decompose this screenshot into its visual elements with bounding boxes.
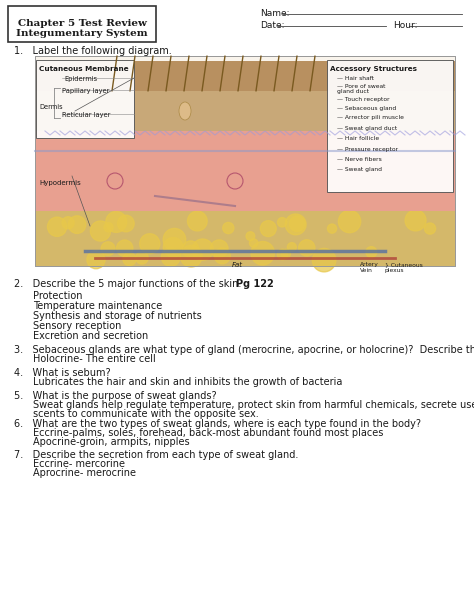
Text: 5.   What is the purpose of sweat glands?: 5. What is the purpose of sweat glands? [14,391,217,401]
Text: Accessory Structures: Accessory Structures [330,66,417,72]
Bar [35,131,455,211]
Circle shape [136,251,148,264]
Circle shape [249,239,258,247]
Circle shape [260,221,276,237]
Circle shape [47,217,67,237]
Text: Hypodermis: Hypodermis [39,180,81,186]
Text: Temperature maintenance: Temperature maintenance [33,301,162,311]
Text: 1.   Label the following diagram.: 1. Label the following diagram. [14,46,172,56]
Text: — Pressure receptor: — Pressure receptor [337,147,398,152]
Text: 3.   Sebaceous glands are what type of gland (merocrine, apocrine, or holocrine): 3. Sebaceous glands are what type of gla… [14,345,474,355]
Circle shape [312,248,336,272]
Text: Protection: Protection [33,291,82,301]
Bar [8,6,156,42]
Text: Lubricates the hair and skin and inhibits the growth of bacteria: Lubricates the hair and skin and inhibit… [33,377,342,387]
Text: — Sebaceous gland: — Sebaceous gland [337,106,396,111]
Text: Fat: Fat [231,262,243,268]
Circle shape [277,218,287,227]
Text: Chapter 5 Test Review: Chapter 5 Test Review [18,20,146,28]
Text: — Sweat gland: — Sweat gland [337,167,382,172]
Text: Papillary layer: Papillary layer [62,88,109,94]
Text: Dermis: Dermis [39,104,63,110]
Text: 7.   Describe the secretion from each type of sweat gland.: 7. Describe the secretion from each type… [14,450,298,460]
Bar [35,56,455,266]
Circle shape [338,210,361,233]
Text: Hour:: Hour: [393,21,418,31]
Text: — Hair shaft: — Hair shaft [337,76,374,81]
Circle shape [140,234,160,254]
Text: } Cutaneous
plexus: } Cutaneous plexus [385,262,423,273]
Text: Synthesis and storage of nutrients: Synthesis and storage of nutrients [33,311,202,321]
Text: — Pore of sweat
gland duct: — Pore of sweat gland duct [337,84,385,94]
Text: 6.   What are the two types of sweat glands, where is each type found in the bod: 6. What are the two types of sweat gland… [14,419,421,429]
Circle shape [164,237,183,257]
Text: — Hair follicle: — Hair follicle [337,136,379,141]
Text: Holocrine- The entire cell: Holocrine- The entire cell [33,354,156,364]
Bar [327,60,453,192]
Circle shape [214,248,230,264]
Text: Reticular layer: Reticular layer [62,112,110,118]
Circle shape [290,216,305,232]
Circle shape [87,251,105,268]
Text: Pg 122: Pg 122 [236,279,274,289]
Text: Integumentary System: Integumentary System [16,28,148,37]
Text: Apocrine-groin, armpits, nipples: Apocrine-groin, armpits, nipples [33,437,190,447]
Circle shape [106,211,127,232]
Circle shape [282,249,291,258]
Circle shape [223,223,234,234]
Bar [35,56,455,266]
Text: 2.   Describe the 5 major functions of the skin.: 2. Describe the 5 major functions of the… [14,279,247,289]
Circle shape [62,217,74,229]
Circle shape [246,232,255,240]
Ellipse shape [179,102,191,120]
Text: Artery
Vein: Artery Vein [360,262,379,273]
Text: Epidermis: Epidermis [64,76,97,82]
Text: Name:: Name: [260,9,290,18]
Text: — Sweat gland duct: — Sweat gland duct [337,126,397,131]
Text: Cutaneous Membrane: Cutaneous Membrane [39,66,128,72]
Circle shape [104,223,113,232]
Circle shape [123,253,136,265]
Circle shape [182,241,199,257]
Circle shape [405,210,426,231]
Circle shape [210,240,228,257]
Circle shape [117,240,133,256]
Circle shape [251,242,274,265]
Bar [35,61,455,91]
Circle shape [118,215,134,232]
Text: Date:: Date: [260,21,284,31]
Text: 4.   What is sebum?: 4. What is sebum? [14,368,110,378]
Text: Eccrine- mercorine: Eccrine- mercorine [33,459,125,469]
Text: — Nerve fibers: — Nerve fibers [337,157,382,162]
Text: Sweat glands help regulate temperature, protect skin from harmful chemicals, sec: Sweat glands help regulate temperature, … [33,400,474,410]
Circle shape [192,239,213,261]
Text: — Arrector pili muscle: — Arrector pili muscle [337,115,404,120]
Circle shape [285,214,306,235]
Circle shape [277,249,288,260]
Circle shape [180,245,202,267]
Text: Aprocrine- merocrine: Aprocrine- merocrine [33,468,136,478]
Circle shape [287,243,296,251]
Circle shape [299,240,315,256]
Circle shape [366,246,377,257]
Text: Sensory reception: Sensory reception [33,321,121,331]
Bar [35,211,455,266]
Bar [35,91,455,131]
Circle shape [328,224,337,233]
Circle shape [188,211,207,231]
Circle shape [101,242,115,256]
Text: scents to communicate with the opposite sex.: scents to communicate with the opposite … [33,409,259,419]
Circle shape [424,223,436,234]
Text: Eccrine-palms, soles, forehead, back-most abundant found most places: Eccrine-palms, soles, forehead, back-mos… [33,428,383,438]
Circle shape [161,248,180,267]
Text: — Touch receptor: — Touch receptor [337,97,390,102]
Text: Excretion and secretion: Excretion and secretion [33,331,148,341]
Bar [36,60,134,138]
Circle shape [163,229,186,251]
Circle shape [68,216,86,234]
Circle shape [91,221,110,241]
